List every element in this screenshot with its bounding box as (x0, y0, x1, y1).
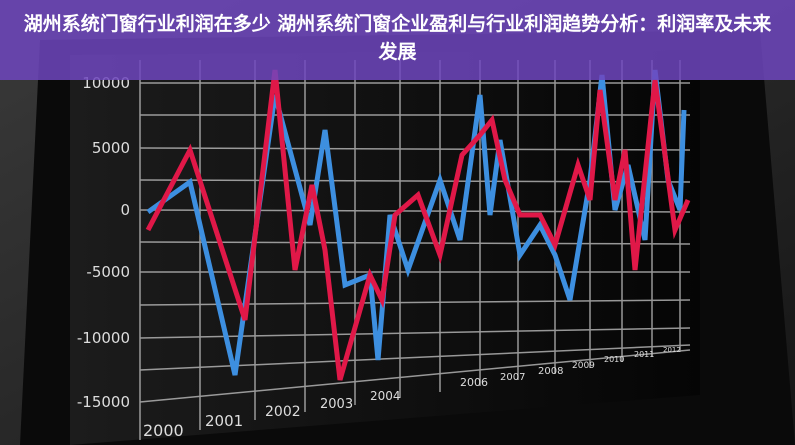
title: 湖州系统门窗行业利润在多少 湖州系统门窗企业盈利与行业利润趋势分析：利润率及未来… (23, 13, 772, 63)
y-labels: 10000 5000 0 -5000 -10000 -15000 (77, 74, 130, 411)
y-label: 5000 (92, 139, 130, 157)
red-line (145, 69, 691, 381)
x-label: 2000 (143, 421, 184, 440)
x-label: 2003 (320, 397, 353, 412)
x-label: 2008 (538, 366, 563, 377)
x-labels: 2000 2001 2002 2003 2004 2006 2007 2008 … (143, 346, 681, 440)
y-label: -10000 (77, 329, 130, 347)
title-banner: 湖州系统门窗行业利润在多少 湖州系统门窗企业盈利与行业利润趋势分析：利润率及未来… (0, 0, 795, 80)
x-label: 2010 (604, 355, 624, 364)
x-label: 2009 (572, 361, 595, 371)
x-label: 2006 (460, 376, 488, 389)
x-label: 2001 (205, 412, 243, 430)
x-label: 2004 (370, 389, 401, 403)
blue-line (146, 69, 687, 376)
y-label: -15000 (77, 393, 130, 411)
y-label: 0 (120, 201, 130, 219)
y-label: -5000 (86, 263, 130, 281)
x-label: 2002 (265, 404, 301, 420)
x-label: 2012 (663, 346, 681, 354)
x-label: 2011 (634, 350, 654, 359)
x-label: 2007 (500, 372, 525, 383)
